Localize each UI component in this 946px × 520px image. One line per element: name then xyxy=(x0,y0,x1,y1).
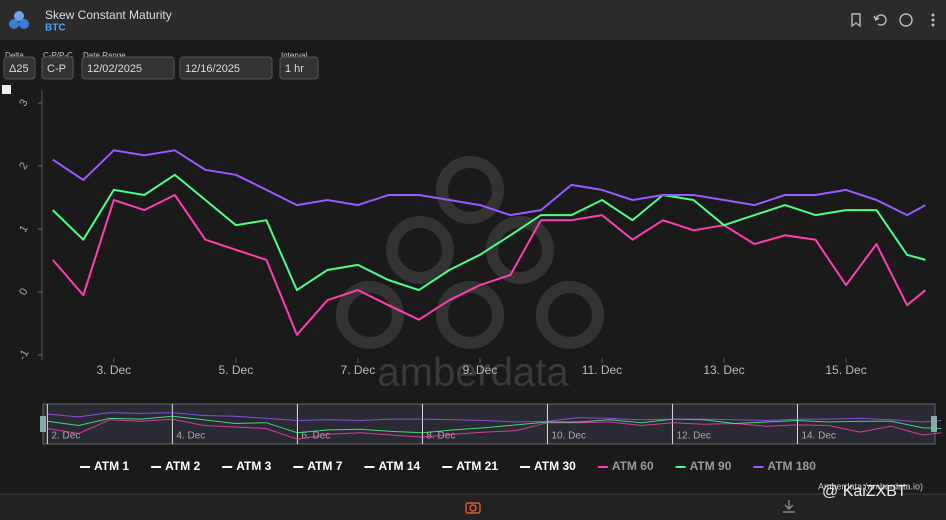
control-value: 12/16/2025 xyxy=(185,63,240,75)
x-tick-label: 15. Dec xyxy=(825,363,866,377)
download-button[interactable] xyxy=(783,500,795,513)
control-label: C-P/P-C xyxy=(43,51,73,60)
legend-label[interactable]: ATM 60 xyxy=(612,459,654,473)
series-line xyxy=(52,149,926,217)
y-tick-label: 3 xyxy=(17,97,30,108)
toggle[interactable] xyxy=(2,85,11,94)
controls: Delta Δ25 C-P/P-C C-P Date Range 12/02/2025 12… xyxy=(3,51,319,80)
control-box[interactable] xyxy=(179,56,273,80)
legend-label[interactable]: ATM 30 xyxy=(534,459,576,473)
x-tick-label: 3. Dec xyxy=(96,363,131,377)
legend-label[interactable]: ATM 14 xyxy=(378,459,420,473)
control-label: Interval xyxy=(281,51,307,60)
x-tick-label: 9. Dec xyxy=(463,363,498,377)
watermark-logo xyxy=(336,156,604,349)
x-tick-label: 11. Dec xyxy=(582,363,622,377)
control-label: Delta xyxy=(5,51,24,60)
control-value: C-P xyxy=(47,63,66,75)
control-label: Date Range xyxy=(83,51,126,60)
navigator[interactable] xyxy=(42,403,936,445)
legend-label[interactable]: ATM 1 xyxy=(94,459,129,473)
footer xyxy=(0,494,946,520)
legend-label[interactable]: ATM 2 xyxy=(165,459,200,473)
control-box[interactable] xyxy=(41,56,74,80)
nav-handle[interactable] xyxy=(40,416,46,432)
series-line xyxy=(52,194,927,336)
nav-tick-label: 14. Dec xyxy=(801,431,835,442)
logo xyxy=(9,11,29,29)
legend-label[interactable]: ATM 7 xyxy=(307,459,342,473)
nav-tick-label: 8. Dec xyxy=(426,431,455,442)
legend-label[interactable]: ATM 180 xyxy=(767,459,816,473)
series-line xyxy=(47,415,942,434)
series-line xyxy=(47,412,942,423)
header-icons[interactable] xyxy=(851,13,935,28)
title: Skew Constant Maturity xyxy=(45,8,172,22)
nav-tick-label: 10. Dec xyxy=(551,431,585,442)
legend-label[interactable]: ATM 21 xyxy=(456,459,498,473)
camera-button[interactable] xyxy=(465,502,481,514)
legend: ATM 1 ATM 2 ATM 3 ATM 7 ATM 14 ATM 21 ATM 30 AT… xyxy=(80,459,816,473)
control-box[interactable] xyxy=(81,56,175,80)
x-tick-label: 7. Dec xyxy=(341,363,376,377)
subtitle: BTC xyxy=(45,23,66,34)
credit: Amberdata (amberdata.io) xyxy=(818,481,923,491)
control-value: 12/02/2025 xyxy=(87,63,142,75)
control-value: Δ25 xyxy=(9,63,29,75)
y-tick-label: 1 xyxy=(17,223,30,234)
legend-label[interactable]: ATM 3 xyxy=(236,459,271,473)
plot: 3 2 1 0 -1 3. Dec 5. Dec 7. Dec 9. Dec 11. Dec 13.… xyxy=(16,97,927,377)
y-tick-label: 2 xyxy=(17,160,30,171)
series-line xyxy=(47,418,942,440)
nav-tick-label: 2. Dec xyxy=(51,431,80,442)
x-tick-label: 5. Dec xyxy=(219,363,254,377)
watermark: amberdata xyxy=(377,351,569,395)
nav-tick-label: 12. Dec xyxy=(676,431,710,442)
nav-handle[interactable] xyxy=(931,416,937,432)
control-box[interactable] xyxy=(3,56,36,80)
control-value: 1 hr xyxy=(285,63,304,75)
nav-tick-label: 4. Dec xyxy=(176,431,205,442)
overlay-watermark: @ KaiZXBT xyxy=(822,483,907,500)
series-line xyxy=(52,173,926,292)
y-tick-label: -1 xyxy=(16,348,31,362)
header-bar xyxy=(0,0,946,40)
control-box[interactable] xyxy=(279,56,319,80)
y-tick-label: 0 xyxy=(17,286,30,297)
legend-label[interactable]: ATM 90 xyxy=(690,459,732,473)
navigator-series: 2. Dec 4. Dec 6. Dec 8. Dec 10. Dec 12. Dec 14… xyxy=(46,404,942,444)
x-tick-label: 13. Dec xyxy=(703,363,744,377)
